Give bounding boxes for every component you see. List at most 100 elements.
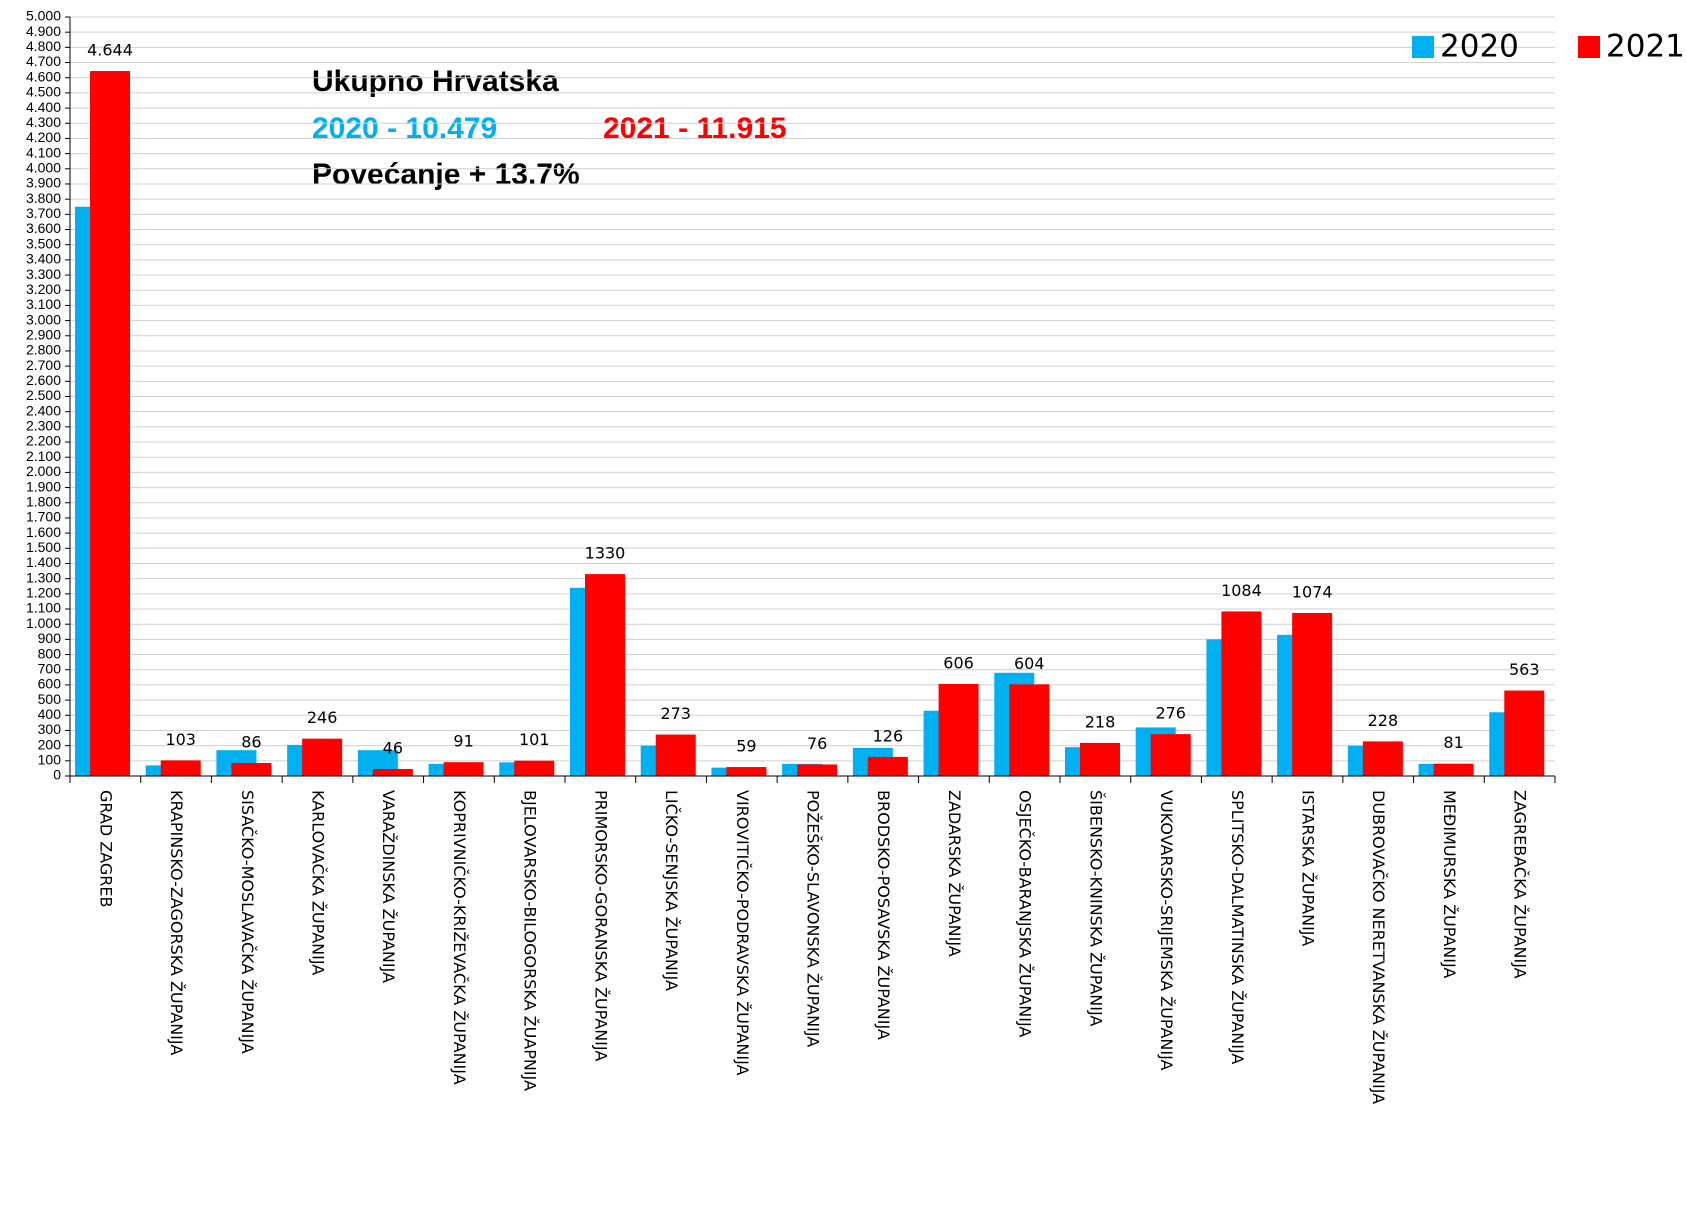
data-label: 46 — [383, 739, 403, 758]
x-tick-label: DUBROVAČKO NERETVANSKA ŽUPANIJA — [1369, 790, 1389, 1105]
data-label: 228 — [1368, 711, 1399, 730]
bar — [90, 71, 130, 777]
bar — [655, 734, 696, 776]
y-tick-label: 2.000 — [26, 463, 61, 479]
y-tick-label: 1.100 — [26, 600, 61, 616]
bar — [1362, 741, 1403, 776]
bar — [1221, 611, 1262, 776]
y-tick-label: 400 — [38, 706, 62, 722]
y-tick-label: 5.000 — [26, 8, 61, 24]
legend-swatch — [1412, 36, 1434, 58]
bar — [867, 756, 908, 776]
bar — [231, 762, 272, 776]
y-tick-label: 2.900 — [26, 326, 61, 342]
y-tick-label: 3.300 — [26, 266, 61, 282]
y-tick-label: 1.700 — [26, 509, 61, 525]
x-tick-label: PRIMORSKO-GORANSKA ŽUPANIJA — [591, 790, 611, 1062]
y-tick-label: 4.200 — [26, 129, 61, 145]
bar — [160, 760, 201, 776]
y-tick-label: 4.000 — [26, 160, 61, 176]
y-tick-label: 0 — [53, 767, 61, 783]
y-tick-label: 1.300 — [26, 569, 61, 585]
bar — [372, 769, 413, 776]
x-tick-label: ISTARSKA ŽUPANIJA — [1298, 790, 1318, 947]
x-tick-label: KOPRIVNIČKO-KRIŽEVAČKA ŽUPANIJA — [449, 790, 469, 1085]
y-tick-label: 1.800 — [26, 493, 61, 509]
data-label: 218 — [1085, 712, 1116, 731]
data-label: 1330 — [585, 544, 626, 563]
x-tick-label: POŽEŠKO-SLAVONSKA ŽUPANIJA — [803, 790, 823, 1048]
bar — [585, 574, 625, 776]
legend-swatch — [1578, 36, 1600, 58]
y-tick-label: 900 — [38, 630, 62, 646]
y-tick-label: 4.700 — [26, 53, 61, 69]
x-tick-label: SPLITSKO-DALMATINSKA ŽUPANIJA — [1227, 790, 1247, 1065]
data-label: 563 — [1509, 660, 1540, 679]
y-tick-label: 600 — [38, 676, 62, 692]
y-tick-label: 3.500 — [26, 235, 61, 251]
bar — [443, 762, 484, 776]
y-tick-label: 3.900 — [26, 175, 61, 191]
x-tick-label: ŠIBENSKO-KNINSKA ŽUPANIJA — [1086, 790, 1106, 1027]
y-tick-label: 2.700 — [26, 357, 61, 373]
y-tick-label: 3.800 — [26, 190, 61, 206]
y-tick-label: 1.200 — [26, 585, 61, 601]
y-tick-label: 2.500 — [26, 387, 61, 403]
y-tick-label: 4.800 — [26, 38, 61, 54]
y-tick-label: 2.800 — [26, 342, 61, 358]
bar — [726, 767, 767, 776]
y-tick-label: 4.400 — [26, 99, 61, 115]
bar — [302, 738, 343, 776]
legend-label: 2020 — [1440, 29, 1519, 65]
data-label: 276 — [1155, 704, 1186, 723]
y-tick-label: 100 — [38, 752, 62, 768]
y-tick-label: 2.300 — [26, 418, 61, 434]
x-tick-label: SISAČKO-MOSLAVAČKA ŽUPANIJA — [237, 790, 257, 1054]
y-tick-label: 1.500 — [26, 539, 61, 555]
annotation-2020: 2020 - 10.479 — [312, 112, 497, 145]
y-tick-label: 3.200 — [26, 281, 61, 297]
bar — [1292, 612, 1333, 776]
y-tick-label: 1.400 — [26, 554, 61, 570]
x-tick-label: VARAŽDINSKA ŽUPANIJA — [379, 790, 399, 983]
data-label: 1074 — [1292, 582, 1333, 601]
x-tick-label: OSJEČKO-BARANJSKA ŽUPANIJA — [1015, 790, 1035, 1038]
x-tick-label: KARLOVAČKA ŽUPANIJA — [308, 790, 328, 976]
x-tick-label: ZAGREBAČKA ŽUPANIJA — [1510, 790, 1530, 979]
data-label: 81 — [1443, 733, 1463, 752]
bar — [1433, 763, 1474, 776]
bar — [797, 764, 838, 776]
data-label: 59 — [736, 737, 756, 756]
data-label: 86 — [241, 732, 261, 751]
data-label: 91 — [453, 732, 473, 751]
y-tick-label: 4.500 — [26, 84, 61, 100]
bar — [1150, 734, 1191, 776]
data-label: 273 — [660, 704, 691, 723]
legend-label: 2021 — [1606, 29, 1685, 65]
x-tick-label: BRODSKO-POSAVSKA ŽUPANIJA — [874, 790, 894, 1040]
y-tick-label: 800 — [38, 645, 62, 661]
x-tick-label: BJELOVARSKO-BILOGORSKA ŽUAPNIJA — [520, 790, 540, 1091]
data-label: 126 — [873, 726, 904, 745]
x-tick-label: GRAD ZAGREB — [96, 790, 116, 908]
y-tick-label: 2.100 — [26, 448, 61, 464]
y-tick-label: 2.600 — [26, 372, 61, 388]
y-tick-label: 3.600 — [26, 220, 61, 236]
y-tick-label: 2.400 — [26, 402, 61, 418]
bar — [1009, 684, 1050, 776]
y-tick-label: 3.700 — [26, 205, 61, 221]
y-tick-label: 2.200 — [26, 433, 61, 449]
x-tick-label: KRAPINSKO-ZAGORSKA ŽUPANIJA — [167, 790, 187, 1056]
x-tick-label: LIČKO-SENJSKA ŽUPANIJA — [662, 790, 682, 991]
y-tick-label: 4.300 — [26, 114, 61, 130]
data-label: 103 — [165, 730, 196, 749]
y-tick-label: 700 — [38, 660, 62, 676]
bar — [1080, 742, 1120, 776]
data-label: 1084 — [1221, 581, 1262, 600]
data-label: 101 — [519, 730, 550, 749]
annotation-change: Povećanje + 13.7% — [312, 158, 580, 191]
y-tick-label: 300 — [38, 721, 62, 737]
y-tick-label: 3.000 — [26, 311, 61, 327]
